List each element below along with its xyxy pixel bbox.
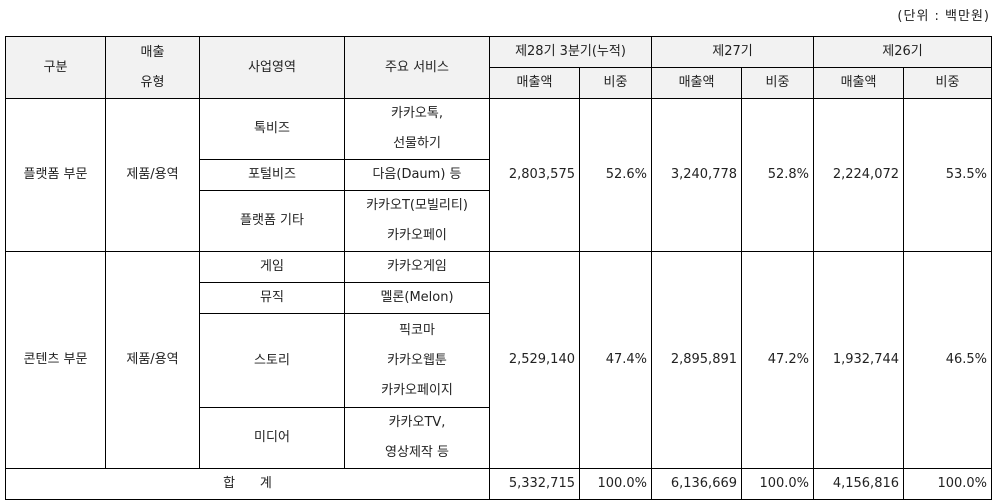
content-area-media: 미디어 (199, 407, 345, 469)
content-type: 제품/용역 (105, 251, 200, 469)
header-period-28: 제28기 3분기(누적) (488, 36, 653, 68)
service-line: 카카오페이지 (381, 382, 453, 398)
total-ratio-27: 100.0% (741, 468, 815, 500)
platform-category: 플랫폼 부문 (5, 98, 106, 252)
platform-ratio-28: 52.6% (578, 98, 653, 252)
total-ratio-26: 100.0% (903, 468, 993, 500)
service-line: 카카오페이 (387, 228, 447, 243)
platform-type: 제품/용역 (105, 98, 200, 252)
platform-service-portalbiz: 다음(Daum) 등 (344, 159, 490, 191)
header-main-service: 주요 서비스 (344, 36, 490, 99)
unit-label: (단위 : 백만원) (897, 9, 990, 24)
header-sales-28: 매출액 (489, 67, 580, 99)
total-ratio-28: 100.0% (578, 468, 653, 500)
header-sales-type-line2: 유형 (140, 74, 165, 90)
service-line: 선물하기 (393, 136, 441, 151)
platform-area-portalbiz: 포털비즈 (199, 159, 345, 191)
content-ratio-26: 46.5% (903, 251, 993, 469)
header-ratio-27: 비중 (741, 67, 815, 99)
header-period-27: 제27기 (651, 36, 815, 68)
header-sales-type-line1: 매출 (140, 44, 165, 60)
service-line: 카카오톡, (391, 106, 443, 121)
service-line: 카카오웹툰 (387, 352, 447, 368)
content-area-game: 게임 (199, 251, 345, 283)
header-sales-type: 매출 유형 (105, 36, 200, 99)
service-line: 영상제작 등 (385, 445, 449, 460)
platform-sales-26: 2,224,072 (813, 98, 905, 252)
total-sales-26: 4,156,816 (813, 468, 905, 500)
service-line: 카카오T(모빌리티) (366, 198, 468, 213)
content-service-story: 픽코마 카카오웹툰 카카오페이지 (344, 313, 490, 408)
platform-service-etc: 카카오T(모빌리티) 카카오페이 (344, 190, 490, 252)
total-sales-28: 5,332,715 (489, 468, 580, 500)
header-category: 구분 (5, 36, 106, 99)
total-label: 합 계 (5, 468, 490, 500)
header-period-26: 제26기 (813, 36, 993, 68)
content-ratio-28: 47.4% (578, 251, 653, 469)
header-ratio-26: 비중 (903, 67, 993, 99)
content-area-story: 스토리 (199, 313, 345, 408)
platform-ratio-27: 52.8% (741, 98, 815, 252)
header-ratio-28: 비중 (578, 67, 653, 99)
header-sales-26: 매출액 (813, 67, 905, 99)
platform-sales-28: 2,803,575 (489, 98, 580, 252)
content-service-media: 카카오TV, 영상제작 등 (344, 407, 490, 469)
content-sales-27: 2,895,891 (651, 251, 743, 469)
service-line: 픽코마 (399, 322, 435, 338)
header-sales-27: 매출액 (651, 67, 743, 99)
content-service-music: 멜론(Melon) (344, 282, 490, 314)
platform-ratio-26: 53.5% (903, 98, 993, 252)
platform-sales-27: 3,240,778 (651, 98, 743, 252)
platform-service-talkbiz: 카카오톡, 선물하기 (344, 98, 490, 160)
content-category: 콘텐츠 부문 (5, 251, 106, 469)
header-business-area: 사업영역 (199, 36, 345, 99)
content-area-music: 뮤직 (199, 282, 345, 314)
content-sales-26: 1,932,744 (813, 251, 905, 469)
revenue-table: 구분 매출 유형 사업영역 주요 서비스 제28기 3분기(누적) 제27기 제… (5, 36, 993, 500)
content-sales-28: 2,529,140 (489, 251, 580, 469)
service-line: 카카오TV, (388, 415, 446, 430)
content-service-game: 카카오게임 (344, 251, 490, 283)
content-ratio-27: 47.2% (741, 251, 815, 469)
platform-area-talkbiz: 톡비즈 (199, 98, 345, 160)
total-sales-27: 6,136,669 (651, 468, 743, 500)
platform-area-etc: 플랫폼 기타 (199, 190, 345, 252)
